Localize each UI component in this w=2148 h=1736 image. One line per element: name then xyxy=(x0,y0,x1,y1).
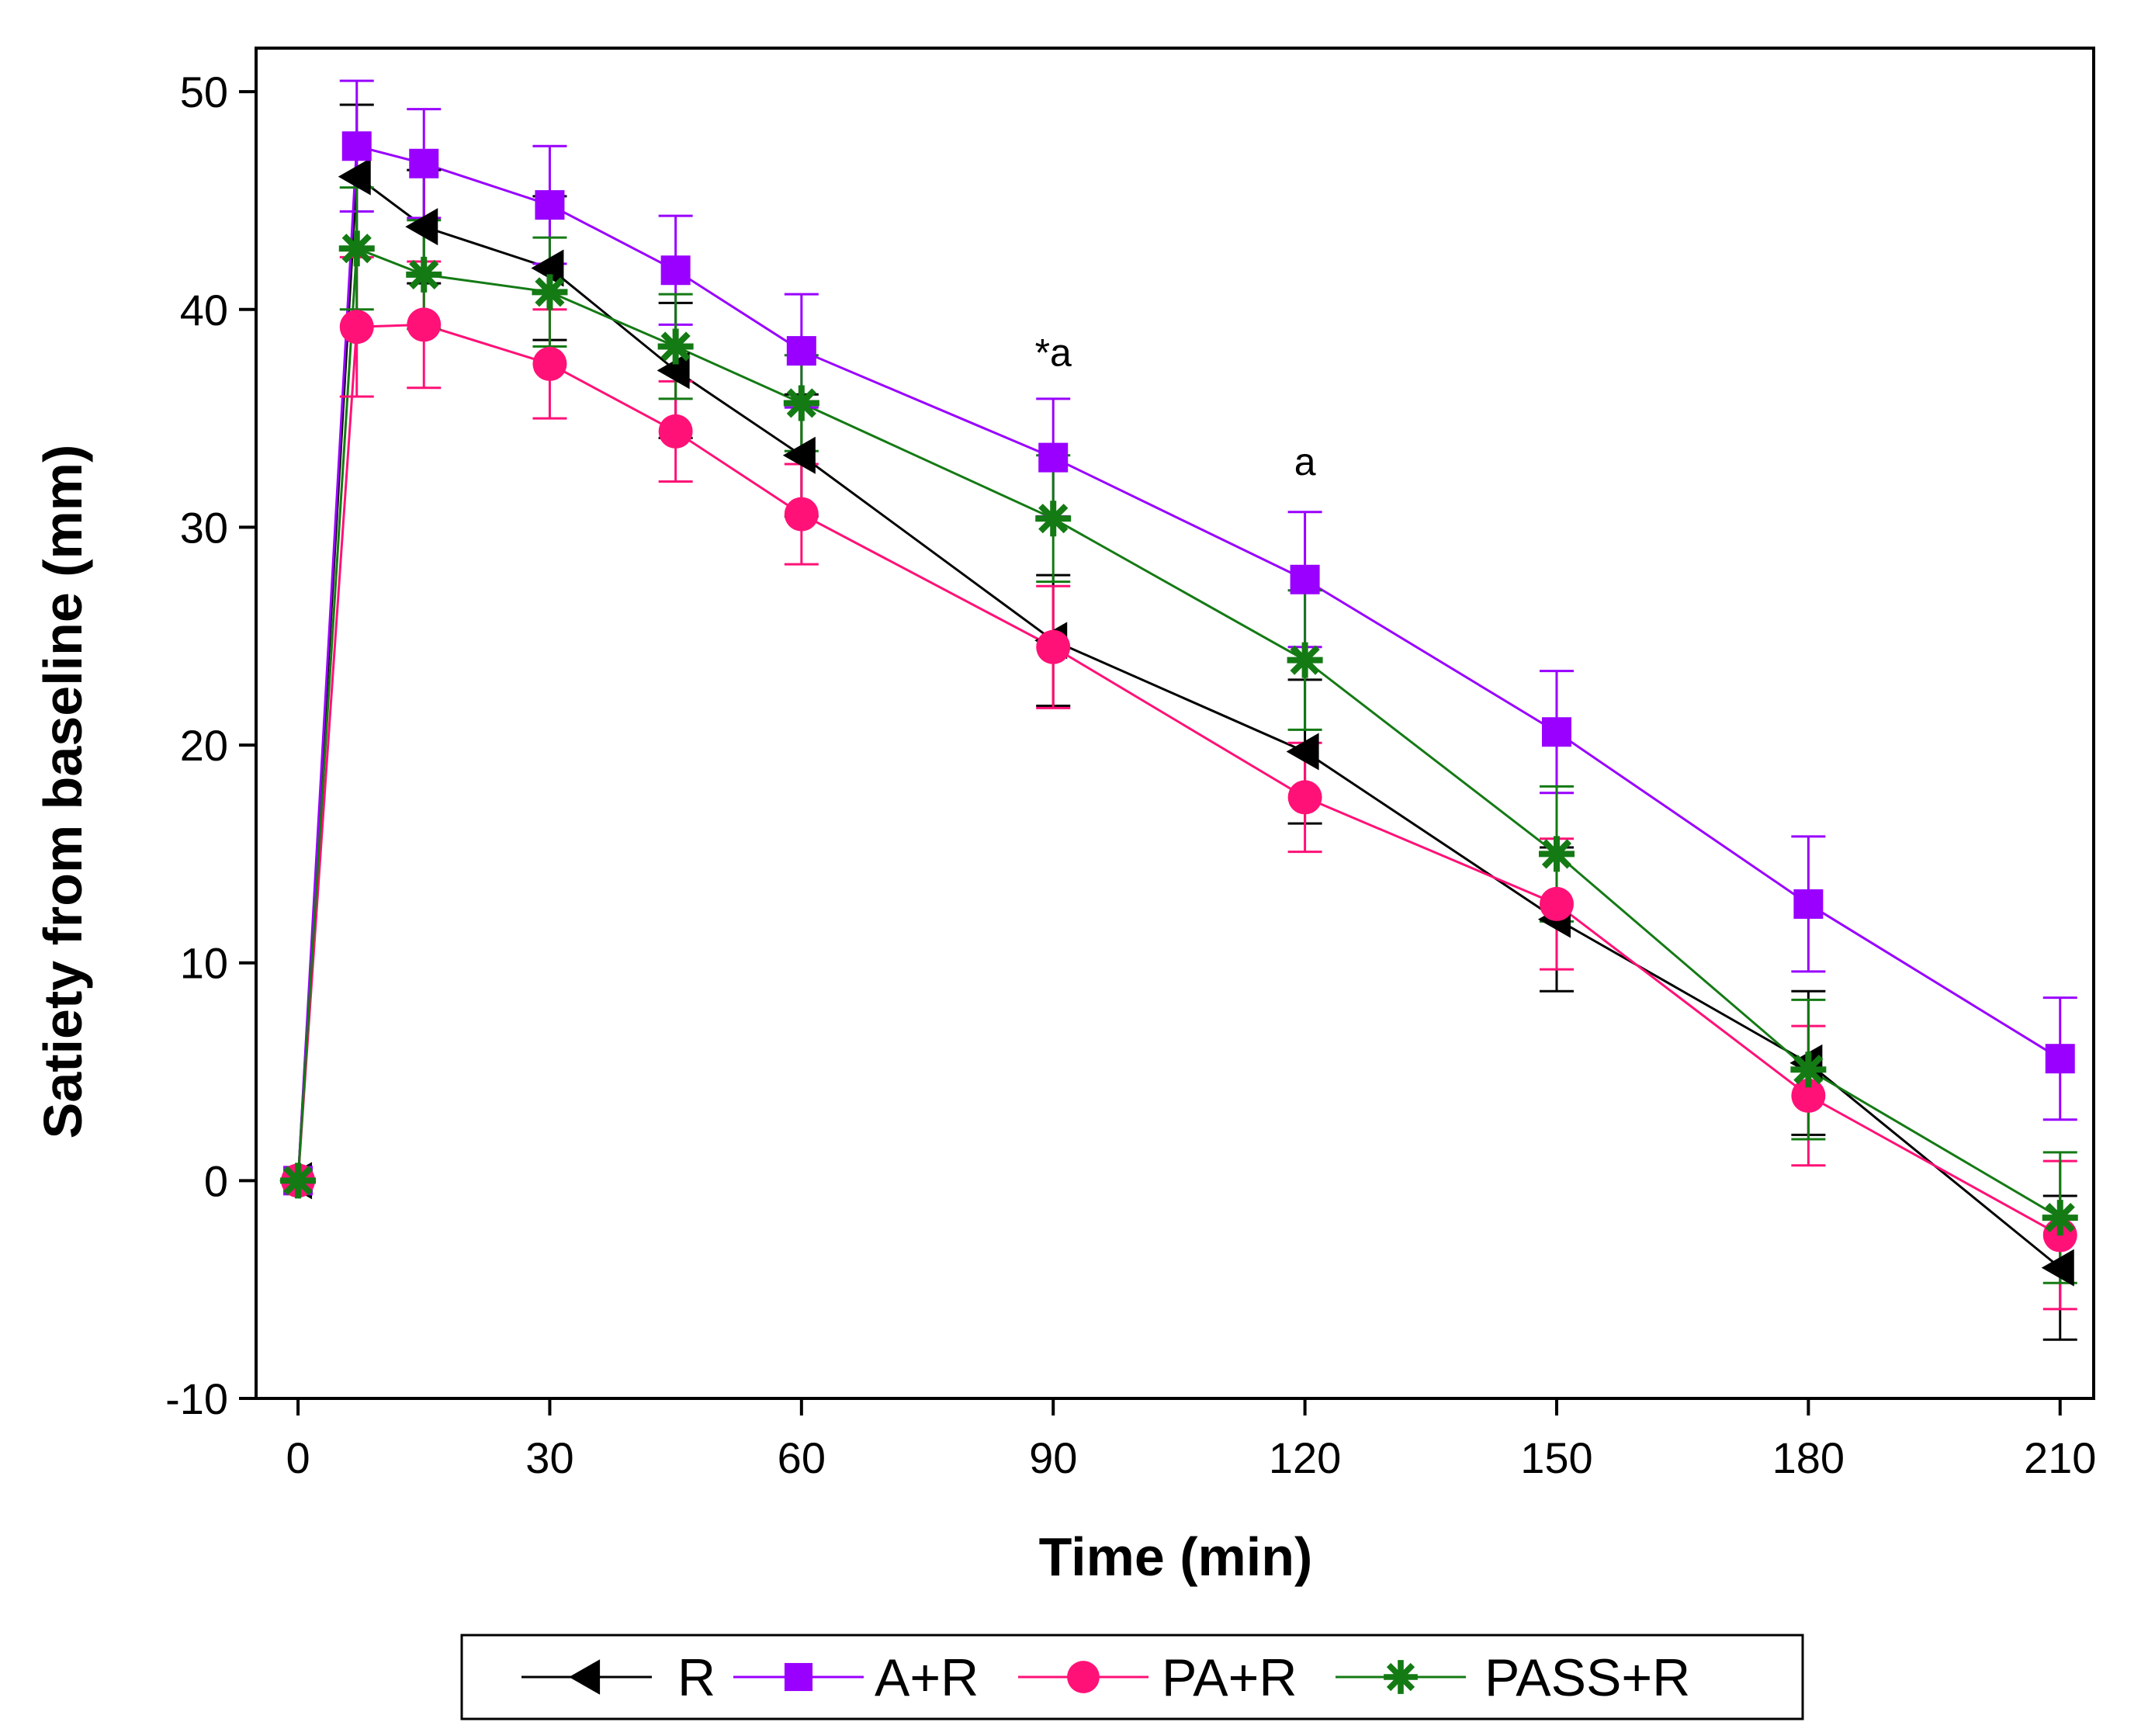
data-point-pa-plus-r xyxy=(339,310,374,345)
x-tick-label: 120 xyxy=(1269,1433,1341,1482)
data-point-pa-plus-r xyxy=(1036,629,1071,664)
legend-marker-r xyxy=(569,1659,601,1695)
data-point-pa-plus-r xyxy=(532,346,567,381)
data-point-pass-plus-r xyxy=(1538,836,1575,872)
y-tick-label: 40 xyxy=(180,286,228,334)
data-point-a-plus-r xyxy=(1541,717,1571,747)
significance-label: a xyxy=(1294,440,1316,483)
data-point-pass-plus-r xyxy=(1287,642,1323,678)
y-tick-label: 30 xyxy=(180,503,228,552)
data-point-a-plus-r xyxy=(660,255,691,286)
data-point-a-plus-r xyxy=(786,336,816,366)
x-tick-label: 150 xyxy=(1520,1433,1592,1482)
data-point-a-plus-r xyxy=(1793,889,1824,919)
y-tick-label: 0 xyxy=(204,1156,228,1205)
data-point-a-plus-r xyxy=(341,131,372,161)
data-point-r xyxy=(782,436,816,474)
data-point-a-plus-r xyxy=(409,148,439,178)
data-point-r xyxy=(531,249,564,287)
data-point-pass-plus-r xyxy=(1790,1052,1827,1088)
y-tick-label: 10 xyxy=(180,939,228,988)
data-point-r xyxy=(1286,733,1319,771)
y-axis: -10 0 10 20 30 40 50 xyxy=(165,68,256,1423)
x-tick-label: 180 xyxy=(1772,1433,1845,1482)
legend-marker-pa-plus-r xyxy=(1067,1661,1100,1693)
legend-marker-a-plus-r xyxy=(784,1662,813,1692)
data-point-pass-plus-r xyxy=(532,274,568,310)
legend-label-r: R xyxy=(677,1648,715,1707)
data-point-pa-plus-r xyxy=(1287,780,1322,815)
y-tick-label: 50 xyxy=(180,68,228,116)
legend: R A+R PA+R PASS+R xyxy=(460,1634,1804,1720)
data-point-pass-plus-r xyxy=(338,230,375,267)
x-axis: 0 30 60 90 120 150 180 210 xyxy=(286,1398,2096,1482)
data-point-a-plus-r xyxy=(2045,1044,2075,1074)
legend-label-a-plus-r: A+R xyxy=(875,1648,979,1707)
y-axis-title: Satiety from baseline (mm) xyxy=(33,445,93,1139)
data-point-r xyxy=(338,158,371,196)
data-point-pass-plus-r xyxy=(783,385,819,421)
data-point-r xyxy=(657,352,690,390)
legend-label-pa-plus-r: PA+R xyxy=(1162,1648,1297,1707)
x-axis-title: Time (min) xyxy=(1039,1526,1313,1587)
data-point-pass-plus-r xyxy=(406,256,442,293)
data-point-pass-plus-r xyxy=(280,1163,317,1199)
significance-annotations: *a a xyxy=(1035,331,1316,483)
data-point-a-plus-r xyxy=(535,190,565,220)
data-point-pa-plus-r xyxy=(1791,1078,1826,1113)
data-markers xyxy=(279,131,2078,1287)
plot-area-frame xyxy=(255,47,2095,1400)
data-point-pass-plus-r xyxy=(1035,501,1072,537)
data-point-pa-plus-r xyxy=(1539,886,1574,921)
data-point-pa-plus-r xyxy=(784,497,819,532)
data-point-a-plus-r xyxy=(1038,442,1069,473)
x-tick-label: 210 xyxy=(2024,1433,2096,1482)
x-tick-label: 90 xyxy=(1029,1433,1077,1482)
legend-label-pass-plus-r: PASS+R xyxy=(1485,1648,1690,1707)
x-tick-label: 60 xyxy=(778,1433,826,1482)
data-point-r xyxy=(405,208,438,246)
x-tick-label: 0 xyxy=(286,1433,310,1482)
legend-marker-pass-plus-r xyxy=(1384,1660,1418,1694)
data-point-pass-plus-r xyxy=(2042,1200,2078,1236)
x-tick-label: 30 xyxy=(525,1433,573,1482)
y-tick-label: -10 xyxy=(165,1374,228,1423)
data-point-pa-plus-r xyxy=(407,307,442,342)
data-point-r xyxy=(2041,1249,2074,1287)
data-point-a-plus-r xyxy=(1290,564,1320,594)
data-point-pass-plus-r xyxy=(657,328,694,365)
data-point-pa-plus-r xyxy=(658,414,693,449)
y-tick-label: 20 xyxy=(180,721,228,770)
significance-label: *a xyxy=(1035,331,1072,375)
